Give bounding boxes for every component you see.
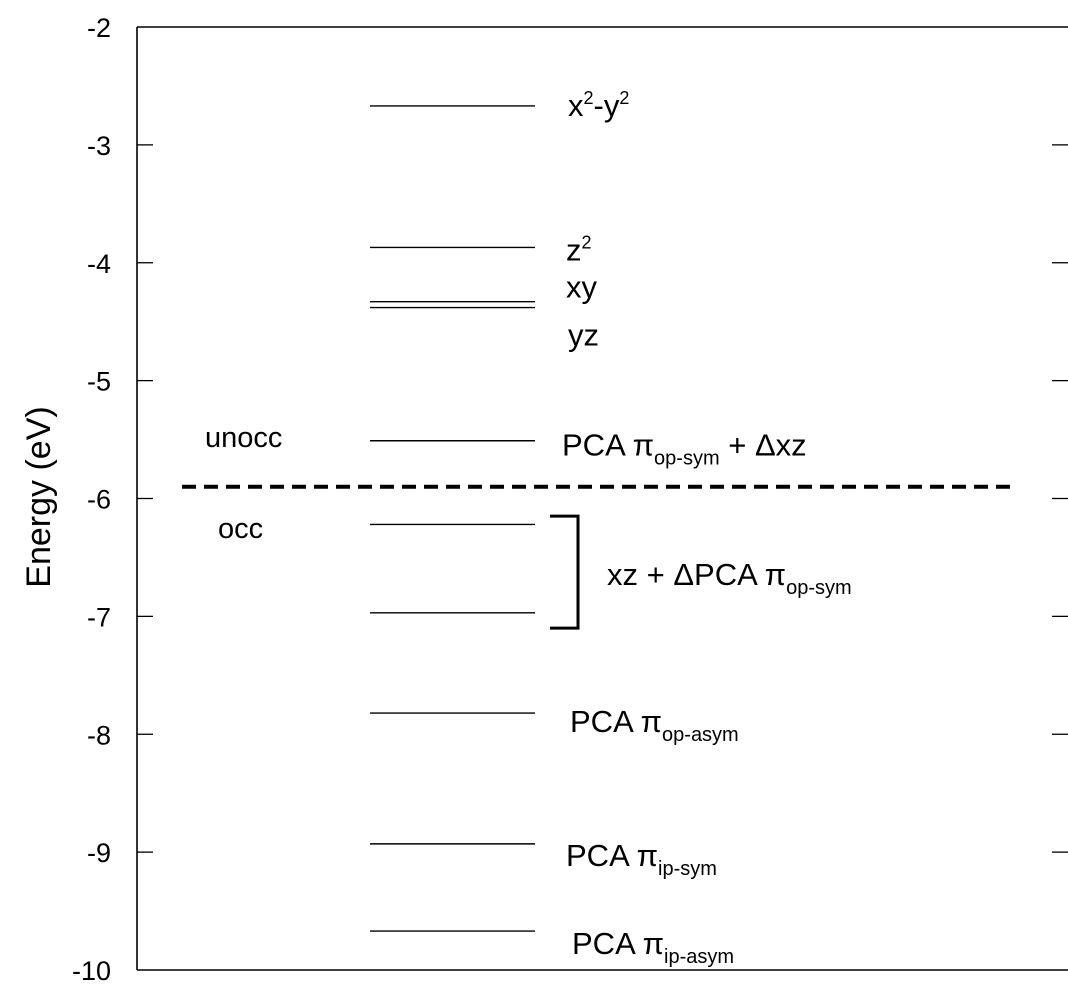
y-tick-label: -8 <box>87 720 111 750</box>
y-axis-title: Energy (eV) <box>20 406 58 587</box>
bracket-line <box>550 514 580 630</box>
energy-level-label: yz <box>568 318 599 353</box>
energy-level-label: x2​-y2​ <box>568 88 629 123</box>
energy-level-label: z2​ <box>566 232 592 267</box>
y-tick-label: -10 <box>72 956 111 986</box>
y-tick-label: -7 <box>87 602 111 632</box>
y-tick-label: -5 <box>87 367 111 397</box>
occ-label: occ <box>218 513 263 545</box>
y-tick-label: -6 <box>87 485 111 515</box>
bracket-label: xz + ΔPCA πop-sym​ <box>607 557 852 599</box>
y-tick-label: -3 <box>87 131 111 161</box>
energy-level-label: PCA πip-sym​ <box>566 838 717 880</box>
energy-levels: x2​-y2​ z2​ xy yz PCA πop-sym​ + Δxz PCA πop-… <box>370 88 807 968</box>
bracket-group: xz + ΔPCA πop-sym​ <box>550 514 852 630</box>
energy-level-label: PCA πop-sym​ + Δxz <box>562 428 807 470</box>
y-tick-label: -4 <box>87 249 111 279</box>
y-tick-label: -2 <box>87 13 111 43</box>
energy-level-label: PCA πop-asym​ <box>570 704 739 746</box>
unocc-label: unocc <box>205 422 282 454</box>
y-tick-label: -9 <box>87 838 111 868</box>
axes <box>136 26 1068 971</box>
energy-level-label: xy <box>566 270 598 305</box>
energy-level-label: PCA πip-asym​ <box>572 926 734 968</box>
y-ticks: -2 -3 -4 -5 -6 -7 -8 -9 -10 <box>72 13 1068 986</box>
